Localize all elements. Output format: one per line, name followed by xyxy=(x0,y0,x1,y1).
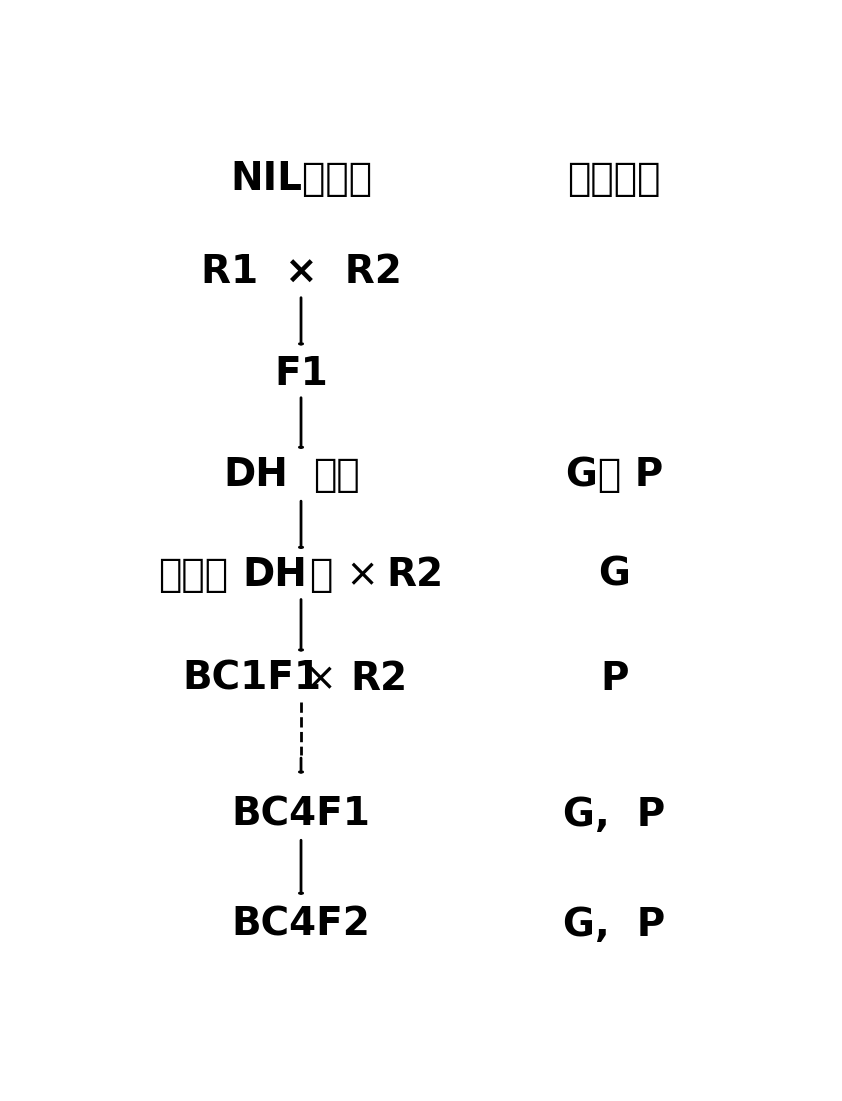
Text: R2: R2 xyxy=(386,556,444,593)
Text: 群体: 群体 xyxy=(313,457,360,494)
Text: DH: DH xyxy=(242,556,307,593)
Text: 系: 系 xyxy=(309,556,333,593)
Text: ×: × xyxy=(334,556,392,593)
Text: G: G xyxy=(599,556,630,593)
Text: ×: × xyxy=(292,659,349,698)
Text: 抗裂角: 抗裂角 xyxy=(158,556,228,593)
Text: DH: DH xyxy=(223,457,288,494)
Text: 评价方式: 评价方式 xyxy=(568,160,661,198)
Text: BC4F2: BC4F2 xyxy=(232,906,370,944)
Text: G,  P: G, P xyxy=(563,796,665,833)
Text: F1: F1 xyxy=(274,355,328,393)
Text: BC1F1: BC1F1 xyxy=(183,659,322,698)
Text: NIL的构建: NIL的构建 xyxy=(230,160,372,198)
Text: R2: R2 xyxy=(351,659,408,698)
Text: P: P xyxy=(600,659,628,698)
Text: R1  ×  R2: R1 × R2 xyxy=(200,253,402,291)
Text: G,  P: G, P xyxy=(563,906,665,944)
Text: G， P: G， P xyxy=(566,457,663,494)
Text: BC4F1: BC4F1 xyxy=(232,796,370,833)
